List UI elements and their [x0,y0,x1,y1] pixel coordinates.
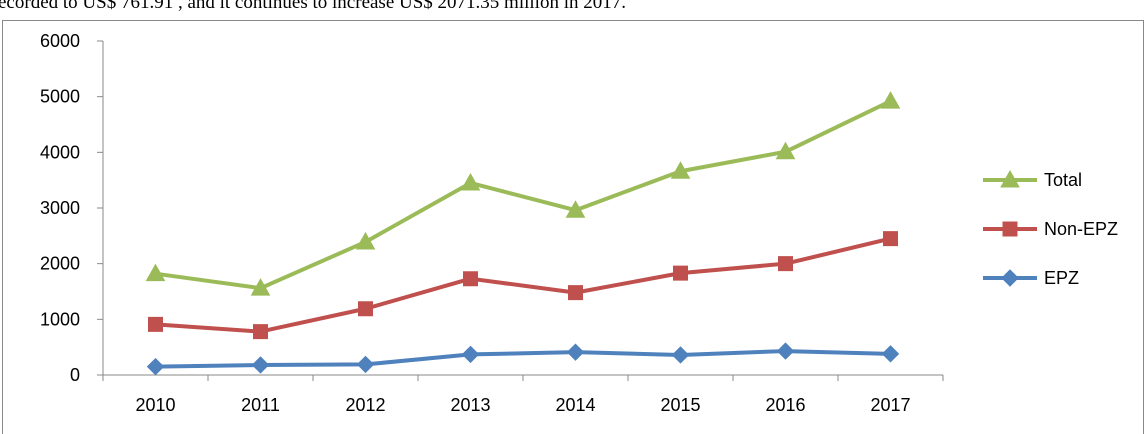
marker [775,141,796,160]
x-tick-label: 2013 [450,395,490,415]
y-tick-label: 2000 [40,254,80,274]
x-tick-label: 2016 [765,395,805,415]
marker [460,172,481,191]
x-tick-label: 2017 [870,395,910,415]
marker [251,356,270,374]
marker [463,271,478,287]
marker [671,346,690,364]
x-tick-label: 2012 [345,395,385,415]
legend-label: Total [1044,170,1082,190]
y-tick-label: 4000 [40,142,80,162]
marker [461,345,480,364]
x-tick-label: 2014 [555,395,595,415]
y-tick-label: 1000 [40,309,80,329]
marker [568,285,583,301]
legend-marker [1001,269,1019,287]
x-tick-label: 2010 [135,395,175,415]
y-tick-label: 6000 [40,31,80,51]
marker [673,265,688,281]
series-line [155,99,892,291]
marker [250,278,271,296]
marker [880,91,901,109]
marker [881,345,900,363]
marker [776,342,795,360]
marker [358,301,373,317]
legend-label: EPZ [1044,268,1079,288]
legend-marker [1002,221,1018,237]
marker [146,357,165,376]
series-line [155,349,891,369]
x-tick-label: 2015 [660,395,700,415]
marker [566,343,585,361]
y-tick-label: 3000 [40,198,80,218]
header-text: ecorded to US$ 761.91 , and it continues… [0,0,626,13]
legend-label: Non-EPZ [1044,219,1118,239]
marker [145,263,166,282]
marker [356,355,375,374]
marker [355,231,376,250]
marker [670,161,691,179]
marker [253,324,268,340]
series-line [155,236,891,334]
x-tick-label: 2011 [241,395,280,415]
marker [148,316,163,332]
marker [565,200,586,218]
y-tick-label: 0 [70,365,80,385]
marker [883,231,898,247]
legend-marker [1000,169,1020,188]
y-tick-label: 5000 [40,87,80,107]
chart-border [2,20,1144,434]
marker [778,256,793,272]
